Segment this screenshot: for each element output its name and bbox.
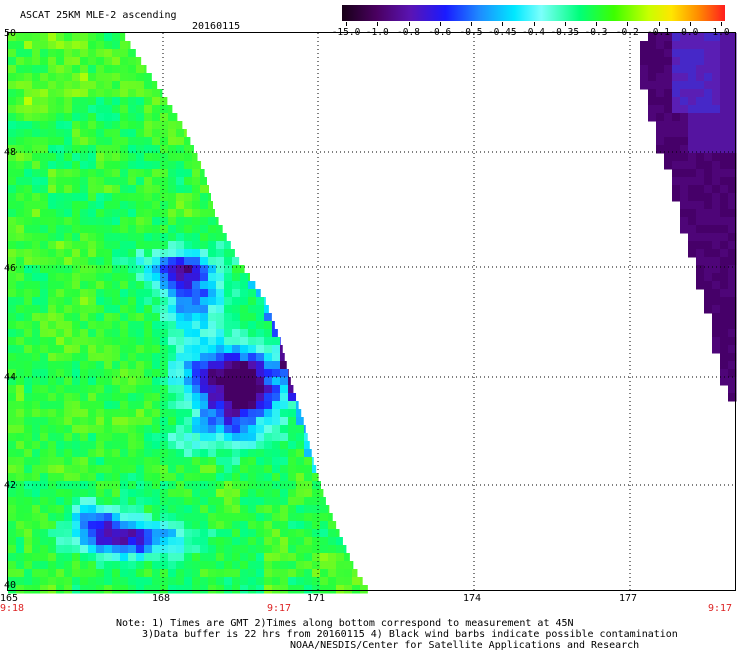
note-line-1: Note: 1) Times are GMT 2)Times along bot… — [116, 618, 574, 629]
lat-label-46: 46 — [4, 263, 17, 274]
colorbar-tick — [564, 22, 566, 26]
lon-label-177: 177 — [619, 593, 638, 604]
lat-label-44: 44 — [4, 372, 17, 383]
colorbar-label: -0.8 — [397, 27, 420, 38]
lon-label-171: 171 — [307, 593, 326, 604]
colorbar-tick — [471, 22, 472, 26]
lon-label-165: 165 — [0, 593, 19, 604]
note-line-3: NOAA/NESDIS/Center for Satellite Applica… — [290, 640, 640, 651]
colorbar-label: -15.0 — [331, 27, 361, 38]
lon-label-174: 174 — [463, 593, 482, 604]
lat-label-42: 42 — [4, 480, 17, 491]
colorbar-tick — [377, 22, 379, 26]
colorbar-tick — [408, 22, 410, 26]
colorbar-tick — [596, 22, 597, 26]
colorbar — [342, 5, 725, 21]
colorbar-label: -0.5 — [459, 27, 483, 38]
product-title: ASCAT 25KM MLE-2 ascending — [20, 10, 177, 21]
colorbar-tick — [502, 22, 504, 26]
colorbar-label: -0.1 — [647, 27, 670, 38]
colorbar-tick — [627, 22, 629, 26]
colorbar-label: -0.4 — [522, 27, 545, 38]
colorbar-tick — [439, 22, 441, 26]
colorbar-label: 0.0 — [681, 27, 699, 38]
time-label-left: 9:18 — [0, 603, 25, 614]
colorbar-label: -0.3 — [584, 27, 608, 38]
right-swath — [640, 33, 737, 402]
colorbar-tick — [658, 22, 660, 26]
colorbar-label: -0.45 — [487, 27, 517, 38]
time-label-right: 9:17 — [708, 603, 733, 614]
note-line-2: 3)Data buffer is 22 hrs from 20160115 4)… — [142, 629, 678, 640]
lon-label-168: 168 — [152, 593, 171, 604]
left-swath — [8, 33, 368, 594]
colorbar-label: -0.6 — [428, 27, 452, 38]
colorbar-label: -1.0 — [365, 27, 389, 38]
colorbar-tick — [533, 22, 535, 26]
lat-label-40: 40 — [4, 580, 17, 591]
colorbar-tick — [689, 22, 691, 26]
colorbar-label: -0.35 — [550, 27, 580, 38]
colorbar-label: 1.0 — [712, 27, 730, 38]
map-frame — [7, 32, 736, 591]
colorbar-tick — [721, 22, 722, 26]
colorbar-tick — [346, 22, 347, 26]
product-date: 20160115 — [192, 21, 241, 32]
colorbar-label: -0.2 — [615, 27, 639, 38]
lat-label-50: 50 — [4, 28, 17, 39]
lat-label-48: 48 — [4, 147, 17, 158]
time-label-mid: 9:17 — [267, 603, 292, 614]
